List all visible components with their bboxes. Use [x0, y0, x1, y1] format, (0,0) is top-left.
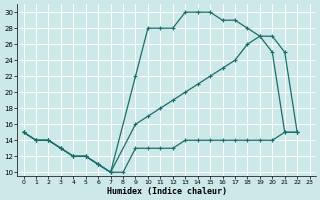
X-axis label: Humidex (Indice chaleur): Humidex (Indice chaleur) — [107, 187, 227, 196]
